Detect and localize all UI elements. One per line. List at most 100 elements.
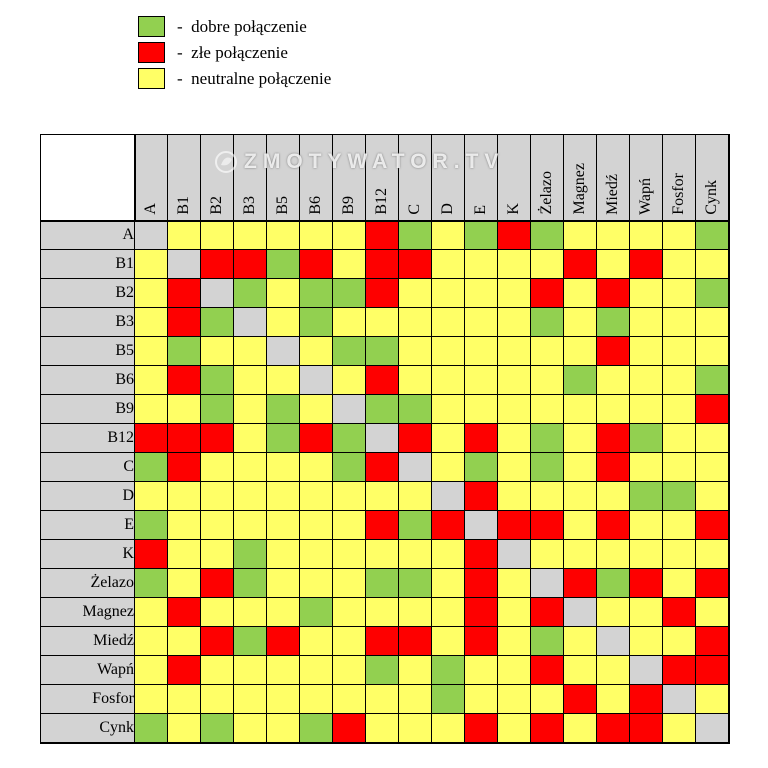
col-header-B5: B5 [266,134,300,221]
cell-D-Żelazo [530,481,564,511]
cell-B2-E [464,278,498,308]
cell-A-Wapń [629,219,663,250]
cell-B6-E [464,365,498,395]
cell-B6-B1 [167,365,201,395]
cell-E-B12 [365,510,399,540]
cell-C-Miedź [596,452,630,482]
cell-Magnez-Cynk [695,597,730,627]
row-header-Magnez: Magnez [40,597,135,627]
cell-Fosfor-Cynk [695,684,730,714]
cell-Magnez-B6 [299,597,333,627]
cell-B9-Magnez [563,394,597,424]
cell-K-A [134,539,168,569]
cell-Magnez-Wapń [629,597,663,627]
cell-B2-Fosfor [662,278,696,308]
cell-B5-Miedź [596,336,630,366]
cell-Miedź-B5 [266,626,300,656]
cell-Fosfor-B3 [233,684,267,714]
cell-Miedź-C [398,626,432,656]
col-header-D: D [431,134,465,221]
cell-E-D [431,510,465,540]
cell-Cynk-E [464,713,498,744]
cell-Żelazo-K [497,568,531,598]
cell-B12-B12 [365,423,399,453]
row-header-Fosfor: Fosfor [40,684,135,714]
cell-Fosfor-C [398,684,432,714]
cell-B1-C [398,249,432,279]
cell-E-Fosfor [662,510,696,540]
cell-Cynk-A [134,713,168,744]
row-header-Żelazo: Żelazo [40,568,135,598]
cell-Wapń-A [134,655,168,685]
cell-K-B6 [299,539,333,569]
cell-A-E [464,219,498,250]
row-header-A: A [40,219,135,250]
cell-B9-Cynk [695,394,730,424]
col-header-Cynk: Cynk [695,134,730,221]
cell-D-D [431,481,465,511]
cell-B3-Cynk [695,307,730,337]
cell-Miedź-Miedź [596,626,630,656]
cell-Wapń-Wapń [629,655,663,685]
cell-C-B5 [266,452,300,482]
cell-Cynk-B1 [167,713,201,744]
row-header-Wapń: Wapń [40,655,135,685]
cell-B2-B2 [200,278,234,308]
cell-B12-A [134,423,168,453]
cell-B12-Magnez [563,423,597,453]
row-header-B2: B2 [40,278,135,308]
cell-A-Cynk [695,219,730,250]
cell-Cynk-Fosfor [662,713,696,744]
cell-C-B9 [332,452,366,482]
cell-B6-Wapń [629,365,663,395]
cell-K-B5 [266,539,300,569]
cell-Magnez-A [134,597,168,627]
cell-Wapń-Żelazo [530,655,564,685]
matrix-wrapper: A B1 B2 B3 B5 B6 B9 B12 C D E K Żelazo Magnez Miedź Wap… [40,134,730,744]
cell-A-B6 [299,219,333,250]
cell-Cynk-Magnez [563,713,597,744]
row-header-K: K [40,539,135,569]
cell-B9-B9 [332,394,366,424]
col-header-B3: B3 [233,134,267,221]
cell-A-Fosfor [662,219,696,250]
cell-B5-Cynk [695,336,730,366]
cell-E-B1 [167,510,201,540]
cell-D-Magnez [563,481,597,511]
cell-B1-Magnez [563,249,597,279]
cell-Fosfor-D [431,684,465,714]
col-header-Miedź: Miedź [596,134,630,221]
cell-B3-Miedź [596,307,630,337]
cell-B1-B12 [365,249,399,279]
cell-Wapń-B1 [167,655,201,685]
cell-D-C [398,481,432,511]
cell-D-E [464,481,498,511]
cell-B5-B9 [332,336,366,366]
cell-B5-B12 [365,336,399,366]
cell-Magnez-D [431,597,465,627]
cell-K-B12 [365,539,399,569]
cell-Cynk-Miedź [596,713,630,744]
cell-B6-B2 [200,365,234,395]
cell-E-B9 [332,510,366,540]
cell-Miedź-B9 [332,626,366,656]
cell-C-A [134,452,168,482]
cell-B9-B6 [299,394,333,424]
cell-B1-B5 [266,249,300,279]
cell-Miedź-Żelazo [530,626,564,656]
cell-Miedź-D [431,626,465,656]
legend-item: - neutralne połączenie [138,68,331,89]
cell-Magnez-Fosfor [662,597,696,627]
cell-B6-D [431,365,465,395]
cell-E-B3 [233,510,267,540]
cell-B6-C [398,365,432,395]
cell-E-A [134,510,168,540]
col-header-Żelazo: Żelazo [530,134,564,221]
cell-D-Fosfor [662,481,696,511]
cell-B3-Fosfor [662,307,696,337]
cell-Cynk-Cynk [695,713,730,744]
cell-B2-B6 [299,278,333,308]
cell-Cynk-D [431,713,465,744]
cell-B9-E [464,394,498,424]
